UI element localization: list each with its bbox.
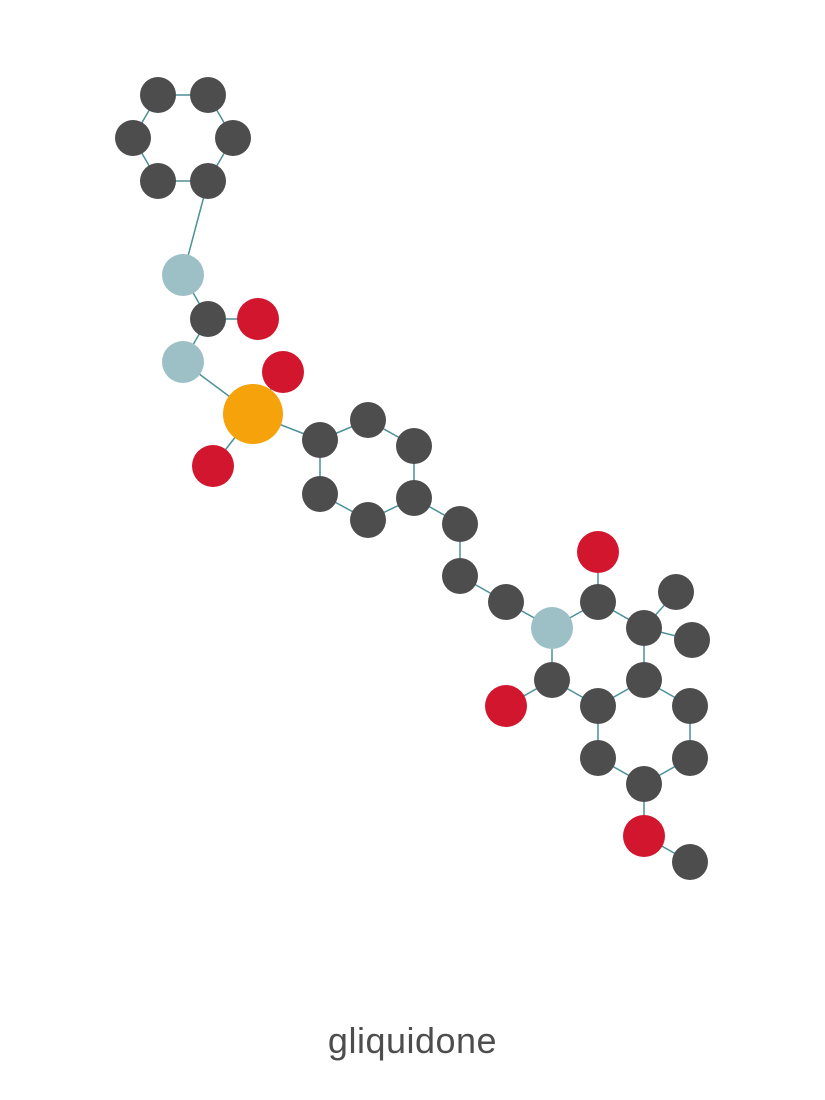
atom-n [531,607,573,649]
atom-c [190,301,226,337]
atom-c [350,502,386,538]
atom-c [674,622,710,658]
atom-c [190,163,226,199]
atom-c [190,77,226,113]
atom-c [302,476,338,512]
atom-n [162,254,204,296]
atom-o [577,531,619,573]
figure: gliquidone [0,0,825,1100]
atom-c [658,574,694,610]
atom-c [350,402,386,438]
atom-c [580,740,616,776]
atom-c [626,766,662,802]
atom-c [302,422,338,458]
atom-o [262,351,304,393]
atom-c [580,688,616,724]
atom-c [488,584,524,620]
atom-c [442,506,478,542]
atom-c [215,120,251,156]
atom-c [442,558,478,594]
atom-c [396,480,432,516]
atoms-group [115,77,710,880]
atom-o [237,298,279,340]
atom-o [485,685,527,727]
atom-o [192,445,234,487]
atom-c [672,740,708,776]
atom-c [140,163,176,199]
atom-c [580,584,616,620]
atom-c [672,844,708,880]
atom-c [115,120,151,156]
molecule-name-caption: gliquidone [0,1020,825,1062]
atom-c [626,662,662,698]
atom-o [623,815,665,857]
atom-c [626,610,662,646]
atom-c [140,77,176,113]
atom-c [396,428,432,464]
molecule-diagram [0,0,825,1100]
atom-c [534,662,570,698]
atom-s [223,384,283,444]
atom-n [162,341,204,383]
atom-c [672,688,708,724]
